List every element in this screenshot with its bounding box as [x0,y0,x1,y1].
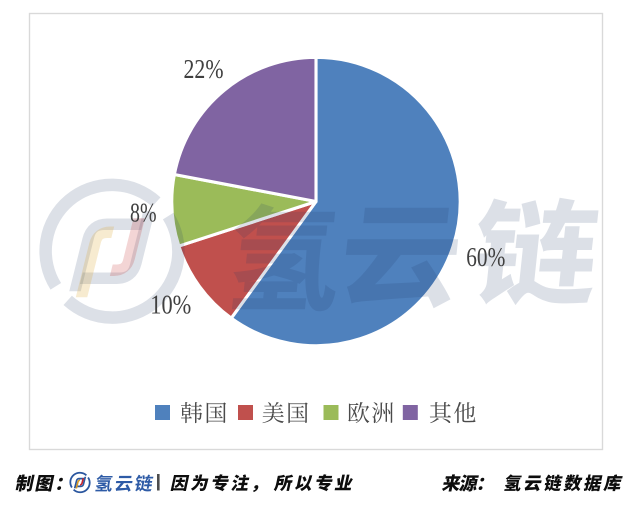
svg-text:10%: 10% [150,290,191,320]
svg-text:8%: 8% [130,198,157,228]
svg-text:60%: 60% [466,242,505,272]
svg-text:22%: 22% [184,54,224,84]
